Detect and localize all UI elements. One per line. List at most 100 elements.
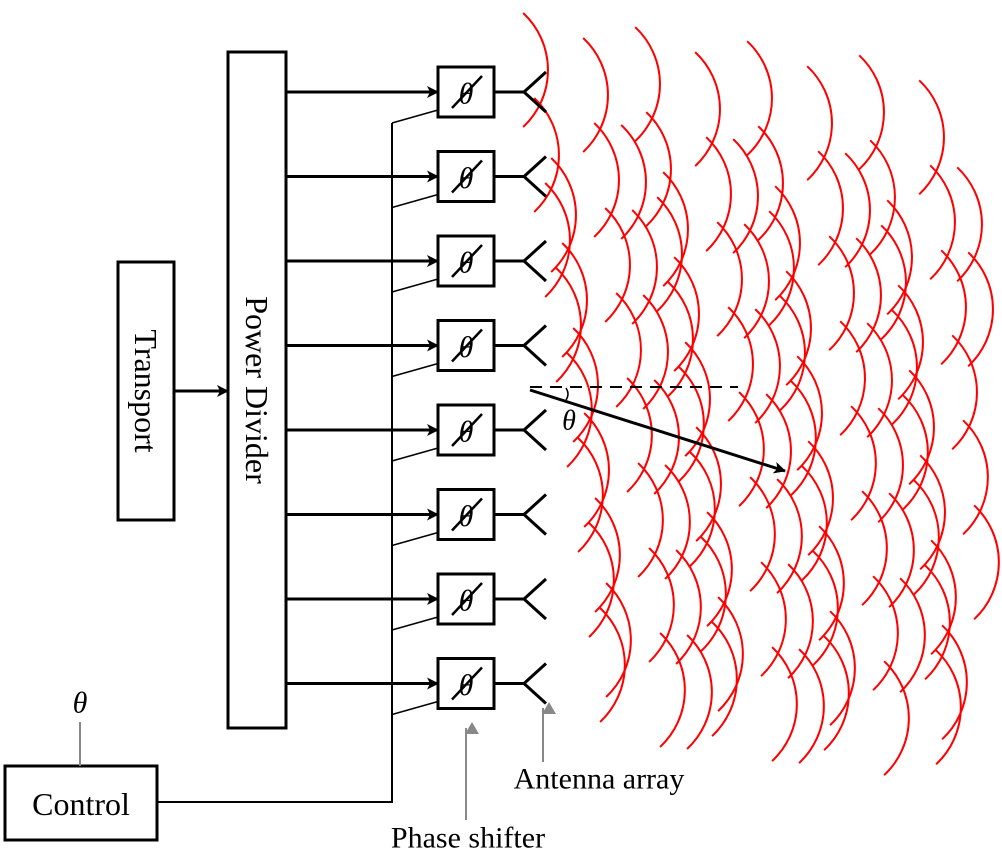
wavefront-arc (919, 454, 946, 571)
wavefront-arc (626, 377, 653, 493)
control-label: Control (32, 786, 130, 822)
wavefront-arc (588, 522, 615, 638)
wavefront-arc (806, 65, 833, 181)
wavefront-arc (771, 646, 798, 762)
channel-8: θ (286, 657, 548, 716)
wavefront-arc (858, 54, 885, 171)
wavefront-arc (662, 171, 689, 287)
wavefront-arc (648, 547, 675, 663)
wavefront-arc (695, 426, 722, 542)
transport-label: Transport (128, 329, 164, 452)
antenna-element (522, 493, 548, 536)
wavefront-arc (689, 451, 716, 567)
wavefront-arc (823, 635, 850, 751)
control-tap-line (391, 109, 439, 124)
wavefront-arc (746, 40, 773, 156)
wavefront-arc (711, 621, 738, 737)
phase-shifter: θ (436, 572, 496, 626)
wavefront-arc (776, 478, 803, 594)
wavefront-arc (594, 497, 621, 613)
wavefront-arc (924, 564, 951, 681)
channel-4: θ (286, 319, 548, 378)
wavefront-arc (902, 394, 929, 511)
power-divider-label: Power Divider (239, 296, 275, 484)
wavefront-arc (550, 157, 577, 273)
wavefront-arc (631, 209, 658, 325)
wavefront-arc (818, 525, 845, 641)
wavefront-arc (973, 504, 1000, 621)
wavefront-arc (732, 138, 759, 254)
wavefronts (522, 12, 1000, 776)
wavefront-arc (642, 294, 669, 410)
wavefront-arc (717, 596, 744, 712)
wavefront-arc (583, 412, 610, 528)
wavefront-arc (886, 199, 913, 316)
channels: θθθθθθθθ (286, 65, 548, 716)
wavefront-arc (754, 308, 781, 424)
phase-shifter: θ (436, 150, 496, 203)
wavefront-arc (812, 550, 839, 666)
channel-5: θ (286, 403, 548, 462)
wavefront-arc (765, 393, 792, 509)
wavefront-arc (716, 221, 743, 337)
wavefront-arc (829, 610, 856, 726)
wavefront-arc (620, 124, 647, 240)
wavefront-arc (727, 306, 754, 422)
wavefront-arc (897, 284, 924, 401)
wavefront-arc (866, 322, 893, 438)
wavefront-arc (634, 26, 661, 142)
antenna-array-label: Antenna array (514, 763, 685, 796)
wavefront-arc (935, 649, 962, 766)
wavefront-arc (891, 309, 918, 426)
antenna-element (522, 662, 548, 705)
wavefront-arc (798, 648, 825, 764)
control-block (3, 764, 159, 842)
wavefront-arc (555, 267, 582, 383)
wavefront-arc (801, 465, 828, 581)
antenna-element (522, 577, 548, 621)
wavefront-arc (918, 79, 945, 196)
wavefront-arc (700, 536, 727, 652)
phase-shifter: θ (436, 403, 496, 457)
wavefront-arc (779, 295, 806, 411)
steering-angle-arc (565, 387, 569, 401)
wavefront-arc (839, 320, 866, 436)
antenna-element (522, 324, 548, 367)
antenna-element (522, 155, 548, 198)
wavefront-arc (850, 405, 877, 521)
phase-shifter-label: Phase shifter (391, 822, 545, 855)
phase-shifter: θ (436, 657, 496, 710)
wavefront-arc (872, 575, 899, 691)
wavefront-arc (686, 634, 713, 750)
wavefront-arc (561, 242, 588, 358)
antenna-element (522, 408, 548, 452)
power-divider-block (226, 50, 288, 730)
wavefront-arc (749, 476, 776, 592)
wavefront-arc (774, 185, 801, 301)
channel-1: θ (286, 65, 548, 124)
control-tap-line (391, 447, 439, 462)
wavefront-arc (899, 577, 926, 693)
phase-shifter: θ (436, 234, 496, 288)
wavefront-arc (796, 355, 823, 471)
control-tap-line (391, 278, 439, 293)
wavefront-arc (604, 207, 631, 323)
wavefront-arc (615, 292, 642, 408)
wavefront-arc (940, 249, 967, 366)
wavefront-arc (656, 196, 683, 312)
wavefront-arc (807, 440, 834, 556)
wavefront-arc (790, 380, 817, 496)
control-tap-line (391, 362, 439, 378)
control-tap-line (391, 531, 439, 547)
wavefront-arc (880, 224, 907, 341)
wavefront-arc (787, 563, 814, 679)
control-bus-line (158, 123, 393, 803)
wavefront-arc (930, 539, 957, 656)
wavefront-arc (908, 369, 935, 486)
steering-angle-theta: θ (562, 406, 576, 437)
wavefront-arc (593, 122, 620, 238)
wavefront-arc (888, 492, 915, 608)
channel-2: θ (286, 150, 548, 209)
wavefront-arc (967, 251, 994, 368)
